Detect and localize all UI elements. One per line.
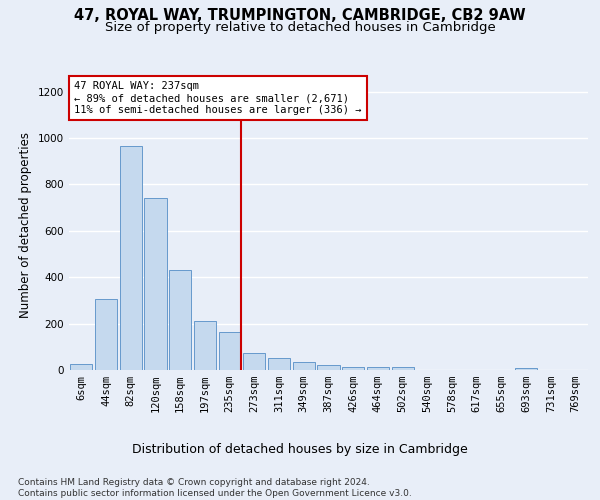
Bar <box>119 146 142 370</box>
Bar <box>194 322 216 370</box>
Text: Size of property relative to detached houses in Cambridge: Size of property relative to detached ho… <box>104 22 496 35</box>
Bar <box>268 358 290 370</box>
Bar <box>293 362 315 370</box>
Bar <box>367 367 389 370</box>
Bar <box>169 270 191 370</box>
Bar <box>342 366 364 370</box>
Bar <box>218 332 241 370</box>
Text: 47, ROYAL WAY, TRUMPINGTON, CAMBRIDGE, CB2 9AW: 47, ROYAL WAY, TRUMPINGTON, CAMBRIDGE, C… <box>74 8 526 22</box>
Bar <box>515 368 538 370</box>
Y-axis label: Number of detached properties: Number of detached properties <box>19 132 32 318</box>
Text: Distribution of detached houses by size in Cambridge: Distribution of detached houses by size … <box>132 442 468 456</box>
Bar <box>243 352 265 370</box>
Bar <box>392 367 414 370</box>
Bar <box>317 366 340 370</box>
Bar <box>95 299 117 370</box>
Text: Contains HM Land Registry data © Crown copyright and database right 2024.
Contai: Contains HM Land Registry data © Crown c… <box>18 478 412 498</box>
Bar <box>70 364 92 370</box>
Text: 47 ROYAL WAY: 237sqm
← 89% of detached houses are smaller (2,671)
11% of semi-de: 47 ROYAL WAY: 237sqm ← 89% of detached h… <box>74 82 362 114</box>
Bar <box>145 198 167 370</box>
